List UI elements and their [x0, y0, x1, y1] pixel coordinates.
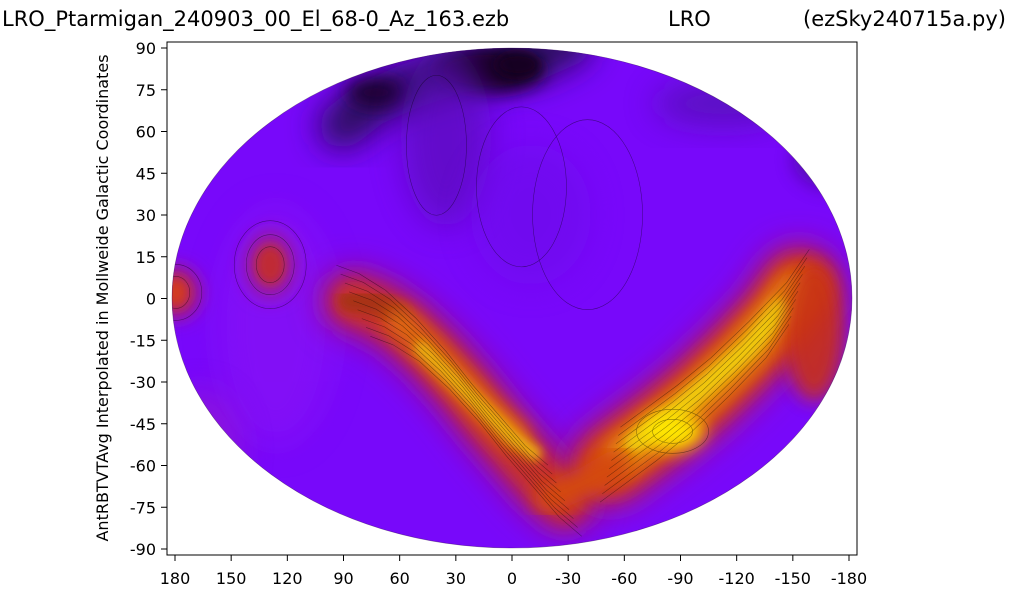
contour-line [406, 74, 467, 216]
x-tick-label: 150 [216, 569, 247, 588]
contour-line [611, 282, 801, 461]
hot-spot-east [642, 413, 703, 450]
contour-line [245, 234, 295, 295]
heatmap-area [172, 48, 852, 548]
contour-line [172, 276, 191, 309]
chart-subtitle: LRO [668, 7, 711, 31]
x-tick-label: -180 [831, 569, 867, 588]
contour-line [370, 336, 582, 537]
blob-left [255, 244, 286, 285]
contour-line [365, 327, 578, 528]
contour-lines [172, 74, 810, 537]
dark-region [346, 78, 406, 107]
x-tick-label: -30 [555, 569, 581, 588]
x-tick-label: 30 [446, 569, 466, 588]
x-tick-label: 90 [333, 569, 353, 588]
dark-region [793, 129, 852, 190]
contour-line [361, 318, 574, 519]
contour-line [336, 264, 549, 466]
y-tick-label: -75 [130, 498, 156, 517]
y-tick-label: -60 [130, 457, 156, 476]
x-tick-label: -120 [719, 569, 755, 588]
y-tick-label: 60 [136, 123, 156, 142]
y-tick-label: -15 [130, 331, 156, 350]
contour-line [599, 324, 790, 503]
x-tick-label: -150 [775, 569, 811, 588]
contour-line [255, 246, 285, 283]
contour-line [353, 300, 566, 502]
x-tick-label: 180 [160, 569, 191, 588]
y-tick-label: 30 [136, 206, 156, 225]
contour-line [344, 282, 557, 484]
x-axis: 180 150 120 90 60 30 0 -30 -60 -90 -120 -150 -180 [160, 555, 867, 588]
contour-line [618, 257, 808, 436]
x-tick-label: 120 [272, 569, 303, 588]
contour-line [340, 273, 553, 475]
y-axis-label: AntRBTVTAvg Interpolated in Mollweide Ga… [93, 54, 112, 541]
dim-region [400, 48, 491, 227]
contour-line [602, 315, 792, 495]
y-tick-label: -45 [130, 415, 156, 434]
y-tick-label: -90 [130, 540, 156, 559]
dark-region [653, 81, 794, 126]
y-tick-label: 90 [136, 39, 156, 58]
x-tick-label: 60 [389, 569, 409, 588]
contour-line [233, 220, 307, 309]
chart-title: LRO_Ptarmigan_240903_00_El_68-0_Az_163.e… [2, 7, 510, 31]
dim-region [470, 144, 591, 285]
y-tick-label: 15 [136, 248, 156, 267]
contour-line [606, 299, 796, 478]
y-tick-label: 45 [136, 164, 156, 183]
dark-region [495, 52, 540, 77]
dim-region [172, 390, 241, 511]
y-tick-label: 0 [146, 290, 156, 309]
contour-line [349, 291, 561, 493]
script-name: (ezSky240715a.py) [803, 7, 1006, 31]
contour-line [532, 119, 643, 310]
contour-line [608, 290, 799, 470]
contour-line [604, 307, 794, 486]
contour-line [357, 309, 570, 510]
edge-blob [172, 278, 188, 307]
contour-line [172, 264, 203, 321]
contour-line [476, 106, 567, 268]
contour-line [652, 419, 693, 444]
y-tick-label: 75 [136, 81, 156, 100]
galactic-plane-ridge [784, 261, 845, 402]
y-tick-label: -30 [130, 373, 156, 392]
contour-line [613, 274, 803, 453]
galactic-plane-ridge [414, 341, 542, 461]
y-axis: 90 75 60 45 30 15 0 -15 -30 -45 -60 -75 -90 [130, 39, 167, 559]
x-tick-label: 0 [507, 569, 517, 588]
x-tick-label: -90 [667, 569, 693, 588]
contour-line [636, 409, 709, 454]
x-tick-label: -60 [611, 569, 637, 588]
contour-line [615, 265, 806, 445]
galactic-plane-ridge [534, 449, 631, 513]
contour-line [620, 249, 810, 428]
